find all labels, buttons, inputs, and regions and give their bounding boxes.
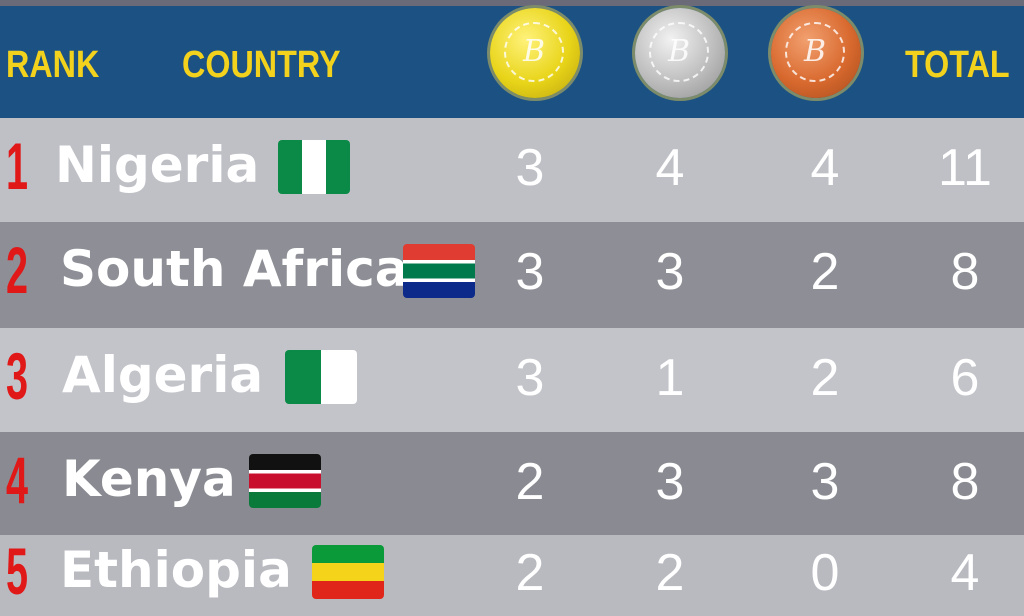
- gold-count: 3: [515, 349, 545, 407]
- gold-count: 3: [515, 139, 545, 197]
- total-count: 11: [938, 139, 992, 197]
- rank-number: 1: [6, 129, 29, 203]
- country-name: Ethiopia: [60, 541, 292, 599]
- silver-count: 3: [655, 453, 685, 511]
- bronze-count: 4: [810, 139, 840, 197]
- south-africa-flag-icon: [403, 244, 475, 298]
- total-count: 4: [950, 544, 980, 602]
- table-row: 4 Kenya 2 3 3 8: [0, 432, 1024, 535]
- rank-number: 5: [6, 534, 29, 608]
- table-row: 2 South Africa 3 3 2 8: [0, 222, 1024, 328]
- country-name: South Africa: [60, 240, 409, 298]
- top-strip: [0, 0, 1024, 6]
- table-header: RANK COUNTRY B B B TOTAL: [0, 6, 1024, 118]
- bronze-count: 0: [810, 544, 840, 602]
- bronze-count: 2: [810, 349, 840, 407]
- silver-count: 3: [655, 243, 685, 301]
- total-count: 8: [950, 453, 980, 511]
- rank-number: 4: [6, 443, 29, 517]
- country-name: Algeria: [62, 346, 264, 404]
- table-row: 3 Algeria 3 1 2 6: [0, 328, 1024, 432]
- silver-medal-icon: B: [635, 8, 725, 98]
- kenya-flag-icon: [249, 454, 321, 508]
- gold-count: 2: [515, 453, 545, 511]
- gold-medal-icon: B: [490, 8, 580, 98]
- silver-count: 1: [655, 349, 685, 407]
- country-name: Nigeria: [55, 136, 260, 194]
- country-header: COUNTRY: [182, 44, 341, 86]
- silver-count: 2: [655, 544, 685, 602]
- rank-number: 3: [6, 339, 29, 413]
- total-count: 8: [950, 243, 980, 301]
- bronze-medal-icon: B: [771, 8, 861, 98]
- algeria-flag-icon: [285, 350, 357, 404]
- total-header: TOTAL: [905, 44, 1010, 86]
- gold-count: 2: [515, 544, 545, 602]
- rank-number: 2: [6, 233, 29, 307]
- rank-header: RANK: [6, 44, 100, 86]
- total-count: 6: [950, 349, 980, 407]
- table-row: 5 Ethiopia 2 2 0 4: [0, 534, 1024, 616]
- table-row: 1 Nigeria 3 4 4 11: [0, 118, 1024, 222]
- nigeria-flag-icon: [278, 140, 350, 194]
- bronze-count: 2: [810, 243, 840, 301]
- silver-count: 4: [655, 139, 685, 197]
- country-name: Kenya: [62, 450, 236, 508]
- bronze-count: 3: [810, 453, 840, 511]
- ethiopia-flag-icon: [312, 545, 384, 599]
- gold-count: 3: [515, 243, 545, 301]
